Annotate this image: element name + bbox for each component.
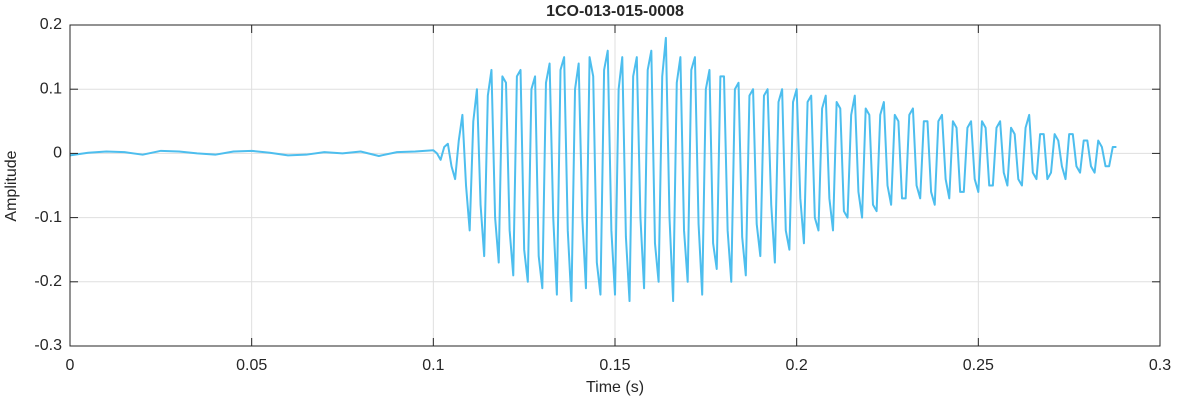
y-tick-label: -0.2 bbox=[34, 273, 62, 290]
x-tick-label: 0.25 bbox=[963, 357, 994, 374]
y-tick-label: -0.3 bbox=[34, 337, 62, 354]
x-tick-label: 0.3 bbox=[1149, 357, 1171, 374]
x-tick-label: 0.1 bbox=[422, 357, 444, 374]
x-axis-label: Time (s) bbox=[586, 379, 644, 396]
x-tick-label: 0 bbox=[66, 357, 75, 374]
waveform-line bbox=[69, 36, 1117, 303]
y-tick-label: -0.1 bbox=[34, 209, 62, 226]
y-tick-label: 0.1 bbox=[40, 80, 62, 97]
y-tick-label: 0 bbox=[53, 145, 62, 162]
y-tick-label: 0.2 bbox=[40, 16, 62, 33]
chart-title: 1CO-013-015-0008 bbox=[546, 3, 684, 20]
x-tick-label: 0.15 bbox=[599, 357, 630, 374]
y-axis-label: Amplitude bbox=[3, 150, 20, 221]
x-tick-label: 0.2 bbox=[786, 357, 808, 374]
x-tick-label: 0.05 bbox=[236, 357, 267, 374]
